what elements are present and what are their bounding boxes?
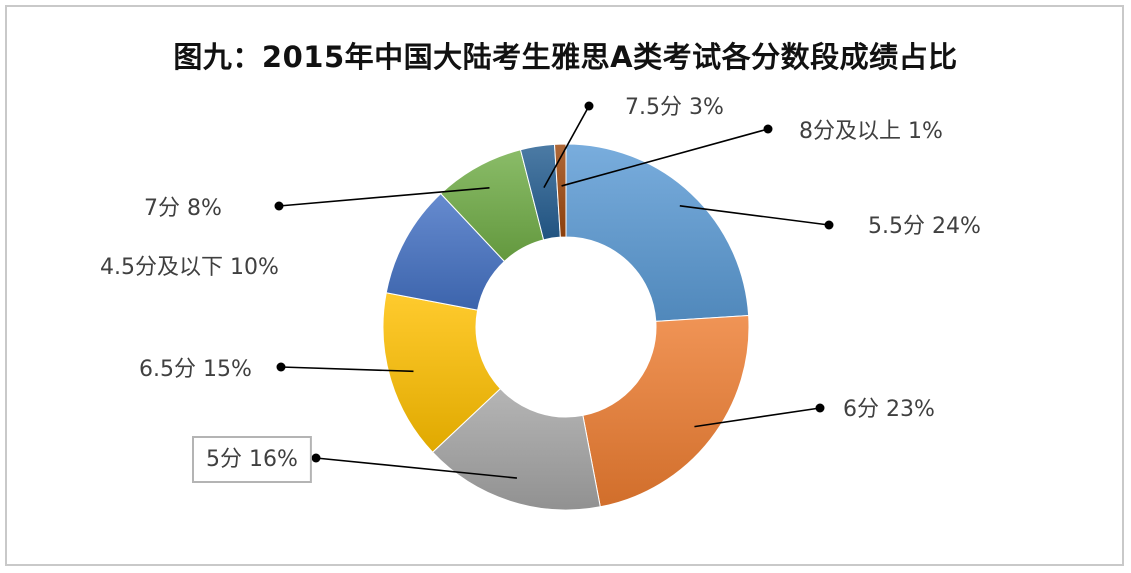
leader-lines [274, 101, 834, 479]
leader-line-5-5 [679, 205, 830, 226]
leader-dot-5-5 [824, 220, 834, 230]
label-7-5: 7.5分 3% [625, 95, 724, 120]
slice-5 [431, 387, 601, 511]
leader-line-7-5 [543, 105, 590, 188]
leader-dot-8 [763, 124, 773, 134]
slice-labels: 5.5分 24% 6分 23% 5分 16% 6.5分 15% 4.5分及以下 10% 7… [100, 95, 981, 483]
chart-title: 图九：2015年中国大陆考生雅思A类考试各分数段成绩占比 [173, 40, 958, 74]
leader-dot-5 [311, 453, 321, 463]
leader-line-6 [694, 407, 821, 428]
leader-line-6-5 [280, 366, 414, 373]
label-7: 7分 8% [144, 196, 222, 221]
leader-dot-6 [815, 403, 825, 413]
label-5: 5分 16% [206, 447, 298, 472]
leader-dot-7 [274, 201, 284, 211]
slice-5-5 [565, 143, 750, 322]
label-5-5: 5.5分 24% [868, 214, 981, 239]
leader-line-8 [561, 128, 769, 187]
slice-6-5 [382, 292, 502, 453]
slice-6 [582, 314, 750, 508]
label-6: 6分 23% [843, 397, 935, 422]
selected-label-box [192, 436, 312, 483]
leader-line-5 [315, 457, 518, 479]
leader-dot-7-5 [584, 101, 594, 111]
label-4-5: 4.5分及以下 10% [100, 255, 279, 280]
slice-8 [553, 143, 567, 238]
label-8: 8分及以上 1% [799, 119, 943, 144]
label-6-5: 6.5分 15% [139, 357, 252, 382]
donut-slices [382, 143, 750, 511]
leader-line-7 [278, 187, 490, 207]
leader-dot-6-5 [276, 362, 286, 372]
